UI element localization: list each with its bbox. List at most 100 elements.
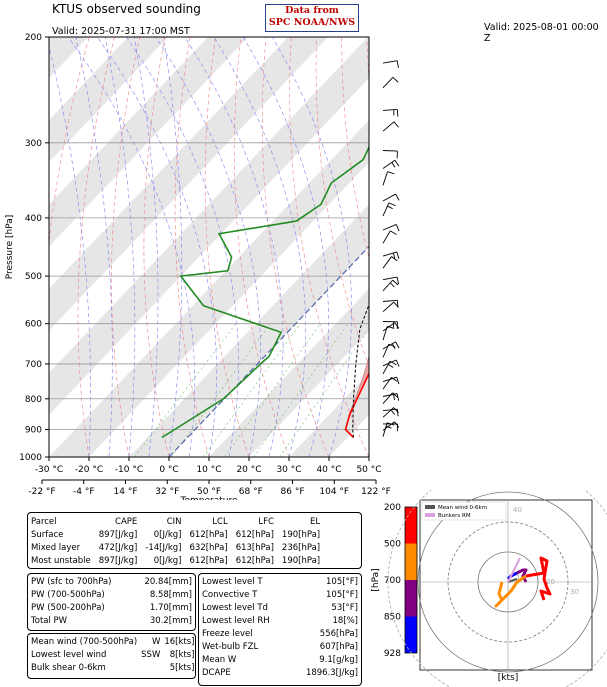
barb-staff [382, 422, 388, 437]
barb-staff [382, 224, 397, 231]
wind-barb [382, 76, 399, 89]
barb-staff [382, 76, 394, 89]
y-tick-label: 200 [25, 33, 42, 43]
pw-table: PW (sfc to 700hPa) 20.84[mm] PW (700-500hP… [27, 573, 196, 631]
table-cell: 16[kts] [164, 636, 195, 647]
dry-adiabat [417, 37, 569, 457]
table-cell: 612[hPa] [189, 555, 228, 566]
colorbar-segment [405, 580, 417, 617]
colorbar-label: 700 [384, 576, 401, 586]
table-row: Lowest level Td 53[°F] [200, 601, 360, 614]
table-cell: 0[J/kg] [153, 555, 182, 566]
y-tick-label: 500 [25, 272, 42, 282]
barb-staff [382, 276, 398, 281]
barb-half-flag [390, 409, 396, 415]
table-cell: Most unstable [31, 555, 91, 566]
isotherm-band [289, 372, 369, 457]
barb-flag [396, 393, 400, 401]
temperature-axis-label: Temperature [179, 496, 237, 500]
source-line-2: SPC NOAA/NWS [268, 17, 356, 28]
table-cell: 897[J/kg] [98, 555, 138, 566]
table-cell: 30.2[mm] [149, 615, 192, 626]
barb-staff [382, 230, 391, 244]
barb-staff [382, 121, 395, 132]
table-cell: Surface [31, 529, 64, 540]
y-tick-label: 700 [25, 360, 42, 370]
x-tick-label-celsius: 0 °C [159, 465, 178, 475]
series-dewpoint [161, 145, 369, 439]
table-cell: PW (500-200hPa) [31, 602, 105, 613]
barb-half-flag [385, 425, 392, 429]
barb-staff [382, 159, 396, 169]
wind-barb [382, 159, 400, 169]
barb-flag [394, 421, 400, 428]
bunkers-rm-vector [507, 557, 521, 583]
table-cell: 472[J/kg] [98, 542, 138, 553]
wind-barb [382, 322, 400, 332]
x-tick-label-fahrenheit: 50 °F [197, 487, 221, 497]
wind-barb [382, 193, 400, 202]
wind-barb [382, 121, 399, 132]
dry-adiabat [366, 37, 369, 83]
table-cell: Total PW [31, 615, 68, 626]
x-tick-label-celsius: -30 °C [35, 465, 63, 475]
x-tick-label-celsius: 50 °C [356, 465, 381, 475]
table-cell: Parcel [31, 516, 57, 527]
table-cell: 105[°F] [326, 589, 358, 600]
x-tick-label-celsius: 10 °C [196, 465, 221, 475]
y-tick-label: 600 [25, 320, 42, 330]
table-cell: PW (sfc to 700hPa) [31, 576, 112, 587]
legend-swatch-bunkers [425, 513, 435, 517]
wind-barb [382, 421, 400, 431]
wind-barb [382, 279, 399, 292]
barb-half-flag [391, 343, 396, 350]
wind-barb [382, 407, 399, 418]
table-cell: CAPE [115, 516, 138, 527]
table-cell: Mean wind (700-500hPa) [31, 636, 138, 647]
table-row: PW (500-200hPa) 1.70[mm] [29, 601, 194, 614]
table-row: Total PW 30.2[mm] [29, 614, 194, 627]
wind-barb [382, 109, 399, 117]
table-cell: W [151, 636, 161, 647]
table-cell: 20.84[mm] [144, 576, 192, 587]
table-cell: LFC [258, 516, 274, 527]
wind-barb [382, 276, 399, 285]
valid-time-utc: Valid: 2025-08-01 00:00 Z [484, 22, 599, 44]
table-row: Mean W 9.1[g/kg] [200, 653, 360, 666]
x-tick-label-fahrenheit: 32 °F [155, 487, 179, 497]
y-tick-label: 800 [25, 395, 42, 405]
table-row: Lowest level RH 18[%] [200, 614, 360, 627]
barb-flag [396, 60, 399, 68]
table-cell [139, 661, 162, 674]
table-row: PW (700-500hPa) 8.58[mm] [29, 588, 194, 601]
isotherm-band [209, 288, 369, 457]
hodograph-y-label: [hPa] [371, 568, 381, 591]
barb-flag [387, 171, 395, 175]
table-cell: EL [310, 516, 321, 527]
table-cell: DCAPE [202, 667, 231, 678]
colorbar-segment [405, 507, 417, 544]
dry-adiabat [49, 37, 90, 457]
barb-half-flag [387, 205, 393, 210]
barb-staff [382, 376, 397, 383]
table-row: Freeze level 556[hPa] [200, 627, 360, 640]
series-temperature [344, 371, 369, 439]
table-cell: 190[hPa] [281, 529, 321, 540]
series-surface-parcel [352, 303, 369, 438]
barb-staff [382, 407, 394, 418]
barb-flag [392, 279, 399, 286]
wind-barb [382, 230, 397, 244]
colorbar-label: 500 [384, 540, 401, 550]
barb-staff [382, 408, 398, 412]
colorbar-segment [405, 616, 417, 653]
source-line-1: Data from [285, 5, 339, 16]
barb-staff [382, 299, 398, 302]
table-row: Convective T 105[°F] [200, 588, 360, 601]
table-cell: Wet-bulb FZL [202, 641, 259, 652]
wind-barb [382, 359, 400, 367]
y-tick-label: 1000 [19, 453, 42, 463]
table-row: Lowest level wind SSW 8[kts] [29, 648, 197, 661]
table-cell: 612[hPa] [235, 555, 274, 566]
table-row: Parcel CAPE CIN LCL LFC EL [29, 515, 326, 528]
barb-half-flag [392, 321, 395, 328]
